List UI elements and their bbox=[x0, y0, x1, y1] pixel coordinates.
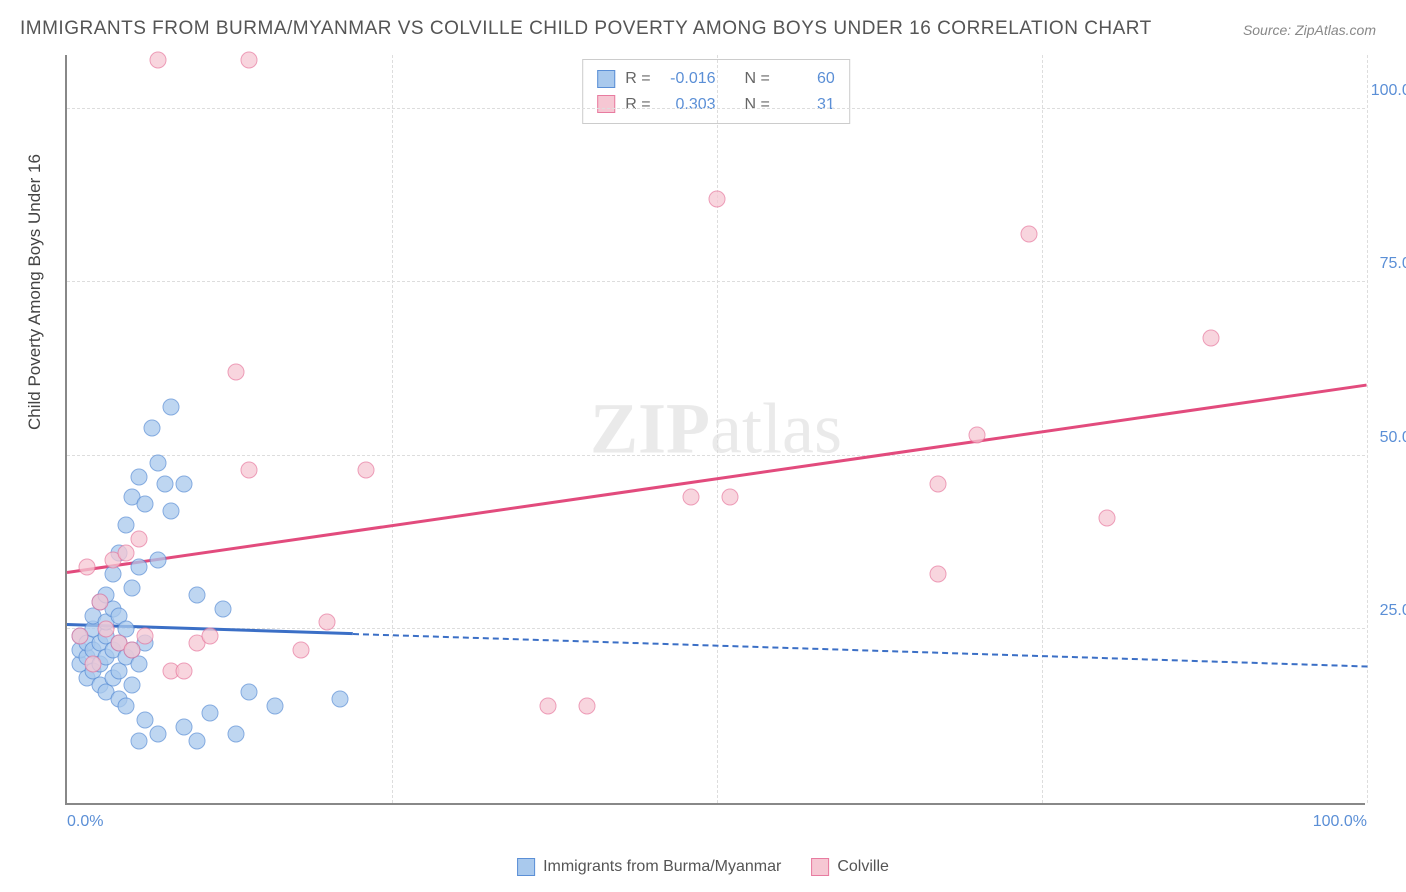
stats-legend-row: R = -0.016 N = 60 bbox=[597, 66, 835, 92]
r-label: R = bbox=[625, 66, 650, 92]
y-tick-label: 25.0% bbox=[1380, 602, 1406, 620]
data-point bbox=[241, 683, 258, 700]
data-point bbox=[72, 628, 89, 645]
data-point bbox=[130, 531, 147, 548]
data-point bbox=[579, 697, 596, 714]
data-point bbox=[709, 190, 726, 207]
legend-swatch bbox=[517, 858, 535, 876]
data-point bbox=[150, 725, 167, 742]
plot-area: ZIPatlas R =-0.016 N =60R =0.303 N =31 2… bbox=[65, 55, 1365, 805]
y-tick-label: 50.0% bbox=[1380, 429, 1406, 447]
data-point bbox=[358, 461, 375, 478]
data-point bbox=[176, 475, 193, 492]
legend-item: Immigrants from Burma/Myanmar bbox=[517, 858, 781, 876]
data-point bbox=[319, 614, 336, 631]
data-point bbox=[215, 600, 232, 617]
data-point bbox=[137, 628, 154, 645]
data-point bbox=[91, 593, 108, 610]
data-point bbox=[137, 711, 154, 728]
watermark: ZIPatlas bbox=[590, 388, 842, 471]
data-point bbox=[117, 545, 134, 562]
data-point bbox=[1021, 225, 1038, 242]
data-point bbox=[969, 426, 986, 443]
n-value: 31 bbox=[780, 92, 835, 118]
data-point bbox=[85, 656, 102, 673]
data-point bbox=[163, 503, 180, 520]
data-point bbox=[189, 586, 206, 603]
chart-title: IMMIGRANTS FROM BURMA/MYANMAR VS COLVILL… bbox=[20, 18, 1152, 40]
data-point bbox=[163, 399, 180, 416]
data-point bbox=[332, 690, 349, 707]
series-legend: Immigrants from Burma/Myanmar Colville bbox=[517, 858, 889, 876]
gridline-v bbox=[717, 55, 718, 803]
gridline-h bbox=[67, 108, 1365, 109]
y-tick-label: 100.0% bbox=[1371, 82, 1406, 100]
data-point bbox=[150, 454, 167, 471]
gridline-v bbox=[1367, 55, 1368, 803]
r-value: -0.016 bbox=[661, 66, 716, 92]
data-point bbox=[228, 364, 245, 381]
data-point bbox=[202, 628, 219, 645]
data-point bbox=[98, 621, 115, 638]
n-label: N = bbox=[744, 92, 769, 118]
data-point bbox=[150, 551, 167, 568]
data-point bbox=[202, 704, 219, 721]
data-point bbox=[150, 51, 167, 68]
data-point bbox=[267, 697, 284, 714]
data-point bbox=[540, 697, 557, 714]
data-point bbox=[1099, 510, 1116, 527]
data-point bbox=[176, 718, 193, 735]
data-point bbox=[124, 642, 141, 659]
data-point bbox=[683, 489, 700, 506]
r-value: 0.303 bbox=[661, 92, 716, 118]
y-tick-label: 75.0% bbox=[1380, 255, 1406, 273]
data-point bbox=[930, 565, 947, 582]
stats-legend-row: R = 0.303 N = 31 bbox=[597, 92, 835, 118]
watermark-bold: ZIP bbox=[590, 389, 710, 469]
data-point bbox=[143, 420, 160, 437]
n-value: 60 bbox=[780, 66, 835, 92]
legend-swatch bbox=[597, 70, 615, 88]
chart-container: IMMIGRANTS FROM BURMA/MYANMAR VS COLVILL… bbox=[0, 0, 1406, 892]
data-point bbox=[130, 558, 147, 575]
data-point bbox=[78, 558, 95, 575]
data-point bbox=[124, 676, 141, 693]
data-point bbox=[722, 489, 739, 506]
watermark-light: atlas bbox=[710, 389, 842, 469]
source-attribution: Source: ZipAtlas.com bbox=[1243, 22, 1376, 38]
legend-swatch bbox=[811, 858, 829, 876]
legend-label: Colville bbox=[837, 858, 889, 876]
gridline-h bbox=[67, 455, 1365, 456]
trend-line bbox=[353, 633, 1367, 667]
stats-legend: R = -0.016 N = 60 R = 0.303 N = 31 bbox=[582, 59, 850, 124]
x-tick-label: 100.0% bbox=[1313, 813, 1367, 831]
n-label: N = bbox=[744, 66, 769, 92]
data-point bbox=[130, 468, 147, 485]
data-point bbox=[241, 461, 258, 478]
x-tick-label: 0.0% bbox=[67, 813, 103, 831]
data-point bbox=[241, 51, 258, 68]
data-point bbox=[293, 642, 310, 659]
data-point bbox=[930, 475, 947, 492]
data-point bbox=[189, 732, 206, 749]
gridline-v bbox=[1042, 55, 1043, 803]
gridline-v bbox=[392, 55, 393, 803]
r-label: R = bbox=[625, 92, 650, 118]
legend-label: Immigrants from Burma/Myanmar bbox=[543, 858, 781, 876]
data-point bbox=[228, 725, 245, 742]
data-point bbox=[176, 663, 193, 680]
data-point bbox=[1203, 329, 1220, 346]
data-point bbox=[117, 517, 134, 534]
data-point bbox=[137, 496, 154, 513]
gridline-h bbox=[67, 281, 1365, 282]
data-point bbox=[156, 475, 173, 492]
data-point bbox=[130, 732, 147, 749]
legend-item: Colville bbox=[811, 858, 889, 876]
y-axis-title: Child Poverty Among Boys Under 16 bbox=[25, 154, 45, 430]
data-point bbox=[117, 697, 134, 714]
legend-swatch bbox=[597, 95, 615, 113]
data-point bbox=[124, 579, 141, 596]
